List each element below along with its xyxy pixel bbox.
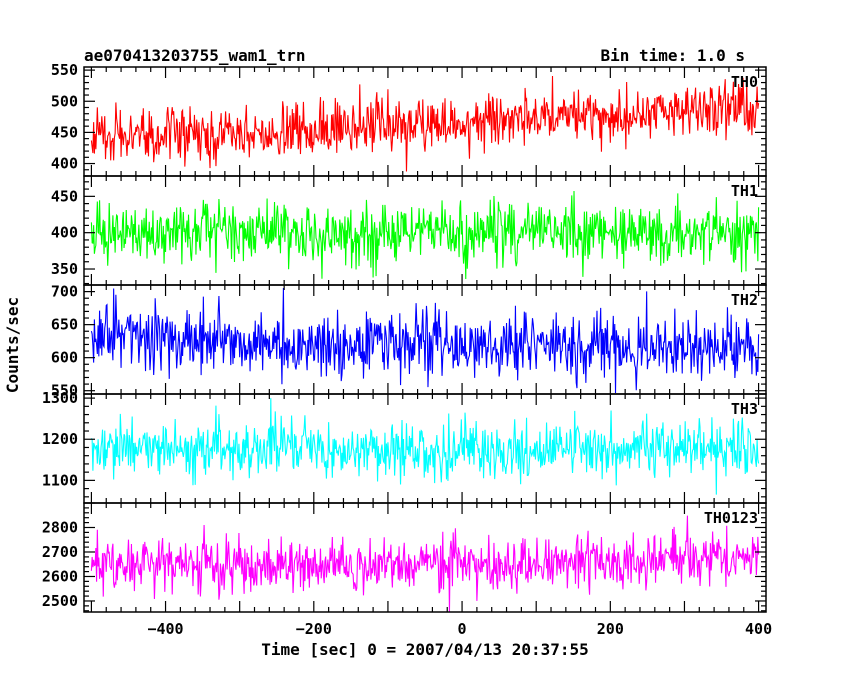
series-line-th1: [90, 190, 760, 280]
panel-th2: 550 600 650 700 TH2: [51, 283, 767, 400]
x-tick-label: −400: [147, 620, 183, 638]
y-tick-label: 450: [51, 187, 78, 205]
panel-th3: 1100 1200 1300 TH3: [42, 389, 767, 504]
panel-th1: 350 400 450 TH1: [51, 175, 767, 286]
x-tick-label: −200: [296, 620, 332, 638]
y-axis-label: Counts/sec: [3, 297, 22, 393]
y-tick-label: 2500: [42, 592, 78, 610]
panel-th0: 400 450 500 550 TH0: [51, 61, 767, 177]
y-tick-label: 2600: [42, 567, 78, 585]
chart-title: ae070413203755_wam1_trn: [84, 46, 306, 65]
panels-group: 400 450 500 550 TH0 350 400 450 TH1 550 600 650 700 T…: [42, 61, 767, 613]
y-tick-label: 400: [51, 224, 78, 242]
series-line-th2: [90, 288, 760, 393]
y-tick-label: 700: [51, 283, 78, 301]
y-tick-label: 2800: [42, 518, 78, 536]
y-tick-label: 550: [51, 382, 78, 400]
x-tick-label: 200: [597, 620, 624, 638]
y-tick-label: 1300: [42, 389, 78, 407]
y-tick-label: 600: [51, 349, 78, 367]
x-axis-label: Time [sec] 0 = 2007/04/13 20:37:55: [261, 640, 589, 659]
series-line-th0: [90, 76, 760, 172]
y-tick-label: 450: [51, 123, 78, 141]
x-tick-label: 0: [458, 620, 467, 638]
panel-label-th0: TH0: [731, 73, 758, 91]
series-line-th0123: [90, 515, 760, 612]
x-tick-label: 400: [745, 620, 772, 638]
panel-label-th0123: TH0123: [704, 509, 758, 527]
series-line-th3: [90, 398, 760, 495]
y-tick-label: 550: [51, 61, 78, 79]
panel-label-th1: TH1: [731, 182, 758, 200]
x-axis: −400 −200 0 200 400: [147, 620, 772, 638]
y-tick-label: 1200: [42, 430, 78, 448]
panel-label-th2: TH2: [731, 291, 758, 309]
y-tick-label: 1100: [42, 471, 78, 489]
panel-th0123: 2500 2600 2700 2800 TH0123: [42, 502, 767, 613]
y-tick-label: 350: [51, 260, 78, 278]
panel-frame: [83, 502, 767, 613]
bin-time-label: Bin time: 1.0 s: [601, 46, 746, 65]
y-tick-label: 650: [51, 316, 78, 334]
panel-frame: [83, 66, 767, 177]
panel-label-th3: TH3: [731, 400, 758, 418]
y-tick-label: 2700: [42, 543, 78, 561]
y-tick-label: 400: [51, 155, 78, 173]
y-tick-label: 500: [51, 92, 78, 110]
